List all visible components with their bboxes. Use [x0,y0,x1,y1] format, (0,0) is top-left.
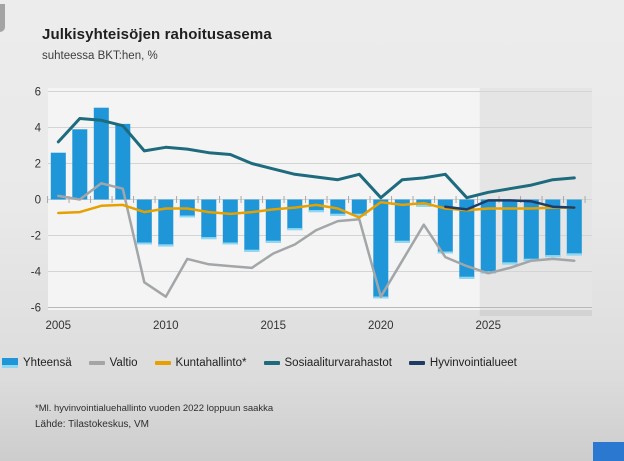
bar-highlight-2026 [502,262,518,265]
line-kuntahallinto [57,200,576,219]
y-tick-label: -2 [31,231,41,243]
footnote: *Ml. hyvinvointialuehallinto vuoden 2022… [35,403,274,414]
bar-highlight-2015 [265,240,281,243]
bar-2008 [115,123,131,200]
bar-highlight-2021 [394,240,410,243]
chart-title: Julkisyhteisöjen rahoitusasema [42,26,272,43]
legend-item-kuntahallinto: Kuntahallinto* [154,357,247,369]
legend-item-sosiaaliturvarahastot: Sosiaaliturvarahastot [263,357,392,369]
legend-line-swatch [408,361,425,365]
bar-highlight-2010 [158,244,174,247]
y-tick-label: -4 [31,267,42,279]
x-tick-label-2020: 2020 [368,320,394,332]
y-tick-label: 2 [35,159,41,171]
bar-highlight-2022 [416,204,432,207]
bar-2015 [265,199,281,243]
bar-2007 [93,107,109,200]
x-tick-label-2005: 2005 [46,320,72,332]
bar-2006 [72,129,88,200]
bar-2005 [50,152,66,200]
legend-bar-swatch [2,358,18,368]
legend-label: Kuntahallinto* [175,357,247,369]
bar-2029 [566,199,582,256]
line-sosiaaliturvarahastot [56,117,576,200]
window-corner-artifact [0,4,5,32]
bar-2016 [287,199,303,231]
bar-2023 [437,199,453,254]
legend-item-yhteens: Yhteensä [2,357,72,369]
legend-line-swatch [263,361,280,365]
legend-label: Hyvinvointialueet [429,357,517,369]
bar-highlight-2028 [545,255,561,258]
bar-highlight-2014 [244,249,260,252]
legend-label: Valtio [109,357,138,369]
chart-plot: 6 4 2 0 -2 -4 -6 2005 2010 2015 2020 2025 [31,87,592,332]
legend-line-swatch [154,361,171,365]
corner-brand-box [593,442,624,461]
legend-line-swatch [88,361,105,365]
source-note: Lähde: Tilastokeskus, VM [35,419,149,430]
line-valtio [57,182,576,298]
legend-label: Sosiaaliturvarahastot [284,357,392,369]
bar-2020 [373,199,389,299]
bar-2026 [502,199,518,265]
bar-highlight-2009 [136,242,152,245]
legend-label: Yhteensä [23,357,72,369]
line-hyvinvointialueet [444,199,576,211]
y-tick-label: 0 [35,195,41,207]
bar-2027 [523,199,539,261]
bar-highlight-2016 [287,228,303,231]
bar-highlight-2023 [437,251,453,254]
bar-highlight-2024 [459,276,475,279]
x-tick-label-2010: 2010 [153,320,179,332]
bar-2025 [480,199,496,274]
legend-item-hyvinvointialueet: Hyvinvointialueet [408,357,517,369]
y-tick-label: -6 [31,303,41,315]
bar-highlight-2011 [179,215,195,218]
bar-2021 [394,199,410,243]
bar-highlight-2017 [308,210,324,213]
bar-2010 [158,199,174,247]
bar-highlight-2018 [330,213,346,216]
bar-2013 [222,199,238,245]
bar-highlight-2019 [351,213,367,216]
bar-highlight-2012 [201,237,217,240]
bar-2028 [545,199,561,258]
y-tick-label: 6 [35,87,41,99]
x-tick-label-2015: 2015 [261,320,287,332]
bar-highlight-2029 [566,253,582,256]
bar-2024 [459,199,475,279]
bar-highlight-2013 [222,242,238,245]
chart-legend: Yhteensä Valtio Kuntahallinto* Sosiaaliturv… [2,357,517,369]
bar-2019 [351,199,367,216]
bar-2014 [244,199,260,252]
y-tick-label: 4 [35,123,42,135]
chart-subtitle: suhteessa BKT:hen, % [42,50,158,62]
legend-item-valtio: Valtio [88,357,138,369]
bar-2009 [136,199,152,245]
bar-2012 [201,199,217,240]
x-tick-label-2025: 2025 [476,320,502,332]
